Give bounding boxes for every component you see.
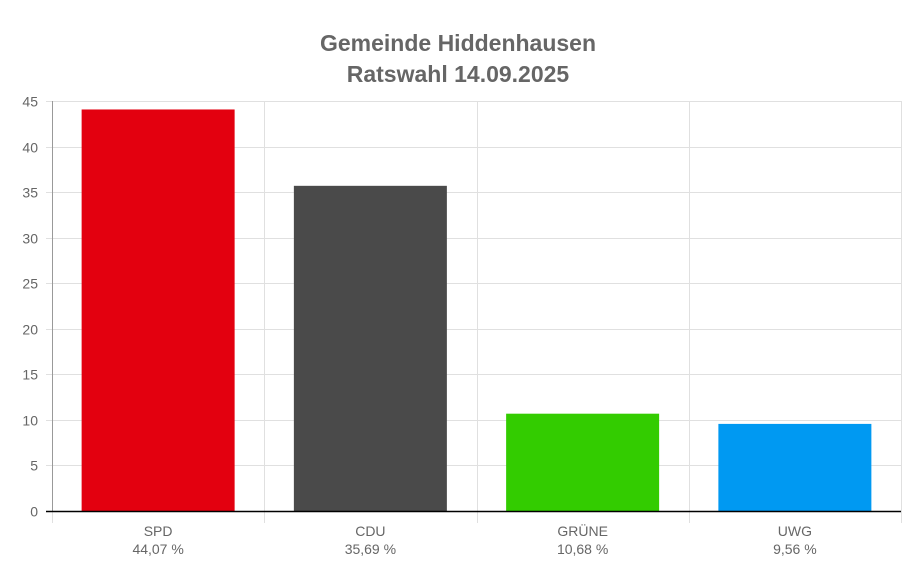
bar-grüne	[506, 413, 660, 511]
x-category-label: GRÜNE	[557, 522, 608, 539]
x-category-label: SPD	[144, 523, 173, 539]
y-tick-label: 35	[22, 185, 38, 201]
bars	[81, 109, 872, 512]
y-tick-label: 10	[22, 413, 38, 429]
y-tick-label: 5	[30, 458, 38, 474]
bar-cdu	[293, 185, 447, 511]
x-value-label: 9,56 %	[773, 541, 817, 557]
axis-labels: 0 5 10 15 20 25 30 35 40 45 SPD 44,07 % CDU 35,69 % GR…	[22, 94, 816, 558]
y-tick-label: 20	[22, 322, 38, 338]
bar-uwg	[718, 423, 872, 511]
y-tick-label: 40	[22, 140, 38, 156]
x-category-label: CDU	[355, 523, 385, 539]
y-tick-label: 15	[22, 367, 38, 383]
x-category-label: UWG	[778, 523, 812, 539]
y-tick-label: 30	[22, 231, 38, 247]
x-value-label: 10,68 %	[557, 541, 608, 557]
x-value-label: 35,69 %	[345, 541, 396, 557]
y-tick-label: 45	[22, 94, 38, 110]
bar-spd	[81, 109, 235, 512]
chart-subtitle: Ratswahl 14.09.2025	[347, 61, 570, 87]
axes	[46, 101, 901, 513]
chart-title: Gemeinde Hiddenhausen	[320, 30, 596, 56]
y-tick-label: 25	[22, 276, 38, 292]
x-value-label: 44,07 %	[132, 541, 183, 557]
y-tick-label: 0	[30, 504, 38, 520]
